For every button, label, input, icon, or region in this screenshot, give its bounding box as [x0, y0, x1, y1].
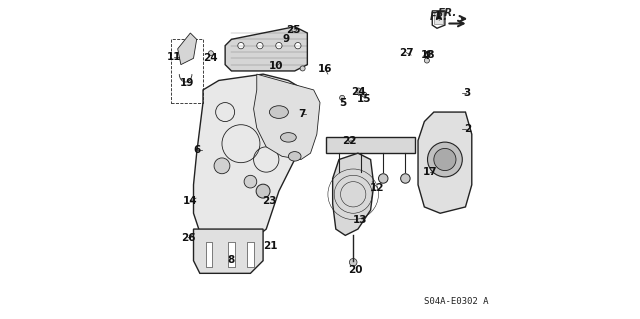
- Text: FR.: FR.: [438, 8, 458, 18]
- Circle shape: [349, 258, 357, 266]
- Text: 5: 5: [339, 98, 346, 108]
- Circle shape: [427, 50, 431, 56]
- Circle shape: [238, 42, 244, 49]
- Text: 9: 9: [283, 34, 290, 44]
- Text: 24: 24: [351, 87, 365, 98]
- Circle shape: [348, 137, 353, 142]
- Text: 11: 11: [166, 52, 181, 62]
- Ellipse shape: [269, 106, 289, 118]
- Text: 24: 24: [203, 53, 218, 63]
- Polygon shape: [333, 153, 374, 235]
- Text: 1: 1: [435, 11, 442, 21]
- Text: 26: 26: [181, 233, 195, 243]
- Text: 16: 16: [318, 64, 332, 74]
- Text: 27: 27: [399, 48, 413, 58]
- Circle shape: [209, 51, 213, 56]
- Circle shape: [244, 175, 257, 188]
- Polygon shape: [434, 12, 443, 24]
- Text: 4: 4: [422, 51, 429, 61]
- Circle shape: [401, 174, 410, 183]
- Polygon shape: [418, 112, 472, 213]
- Text: 2: 2: [464, 124, 471, 135]
- Circle shape: [356, 88, 361, 93]
- Text: 3: 3: [463, 88, 470, 98]
- Text: 8: 8: [228, 255, 235, 265]
- Circle shape: [300, 66, 305, 71]
- Text: S04A-E0302 A: S04A-E0302 A: [424, 297, 488, 306]
- Bar: [172, 39, 203, 103]
- Text: 18: 18: [421, 49, 436, 60]
- Ellipse shape: [280, 133, 296, 142]
- Bar: [206, 242, 212, 267]
- Text: 6: 6: [194, 145, 201, 155]
- Polygon shape: [193, 229, 263, 273]
- Text: 13: 13: [353, 215, 368, 225]
- Polygon shape: [178, 33, 196, 65]
- Circle shape: [292, 27, 296, 32]
- Circle shape: [424, 58, 429, 63]
- Bar: [228, 242, 235, 267]
- Circle shape: [428, 142, 462, 177]
- Circle shape: [214, 158, 230, 174]
- Text: 14: 14: [183, 196, 198, 206]
- Text: 7: 7: [298, 109, 305, 119]
- Circle shape: [257, 42, 263, 49]
- Polygon shape: [193, 74, 310, 248]
- Polygon shape: [225, 27, 307, 71]
- Text: 19: 19: [179, 78, 194, 88]
- Circle shape: [340, 95, 345, 100]
- Circle shape: [334, 174, 344, 183]
- Circle shape: [294, 42, 301, 49]
- Circle shape: [276, 42, 282, 49]
- Circle shape: [256, 184, 270, 198]
- Circle shape: [378, 174, 388, 183]
- Text: 21: 21: [263, 241, 278, 250]
- Text: 23: 23: [262, 196, 276, 206]
- Text: 12: 12: [371, 183, 385, 193]
- Text: 20: 20: [349, 264, 363, 275]
- Text: 17: 17: [423, 167, 437, 177]
- Bar: [326, 137, 415, 153]
- Text: 10: 10: [269, 61, 284, 71]
- Circle shape: [356, 174, 366, 183]
- Polygon shape: [253, 74, 320, 160]
- Text: 15: 15: [356, 94, 371, 104]
- Ellipse shape: [289, 152, 301, 161]
- Text: FR.: FR.: [430, 12, 448, 22]
- Text: 22: 22: [342, 136, 356, 146]
- Circle shape: [266, 131, 279, 144]
- Text: 25: 25: [286, 26, 301, 35]
- Circle shape: [362, 92, 367, 97]
- Bar: [247, 242, 253, 267]
- Circle shape: [434, 148, 456, 171]
